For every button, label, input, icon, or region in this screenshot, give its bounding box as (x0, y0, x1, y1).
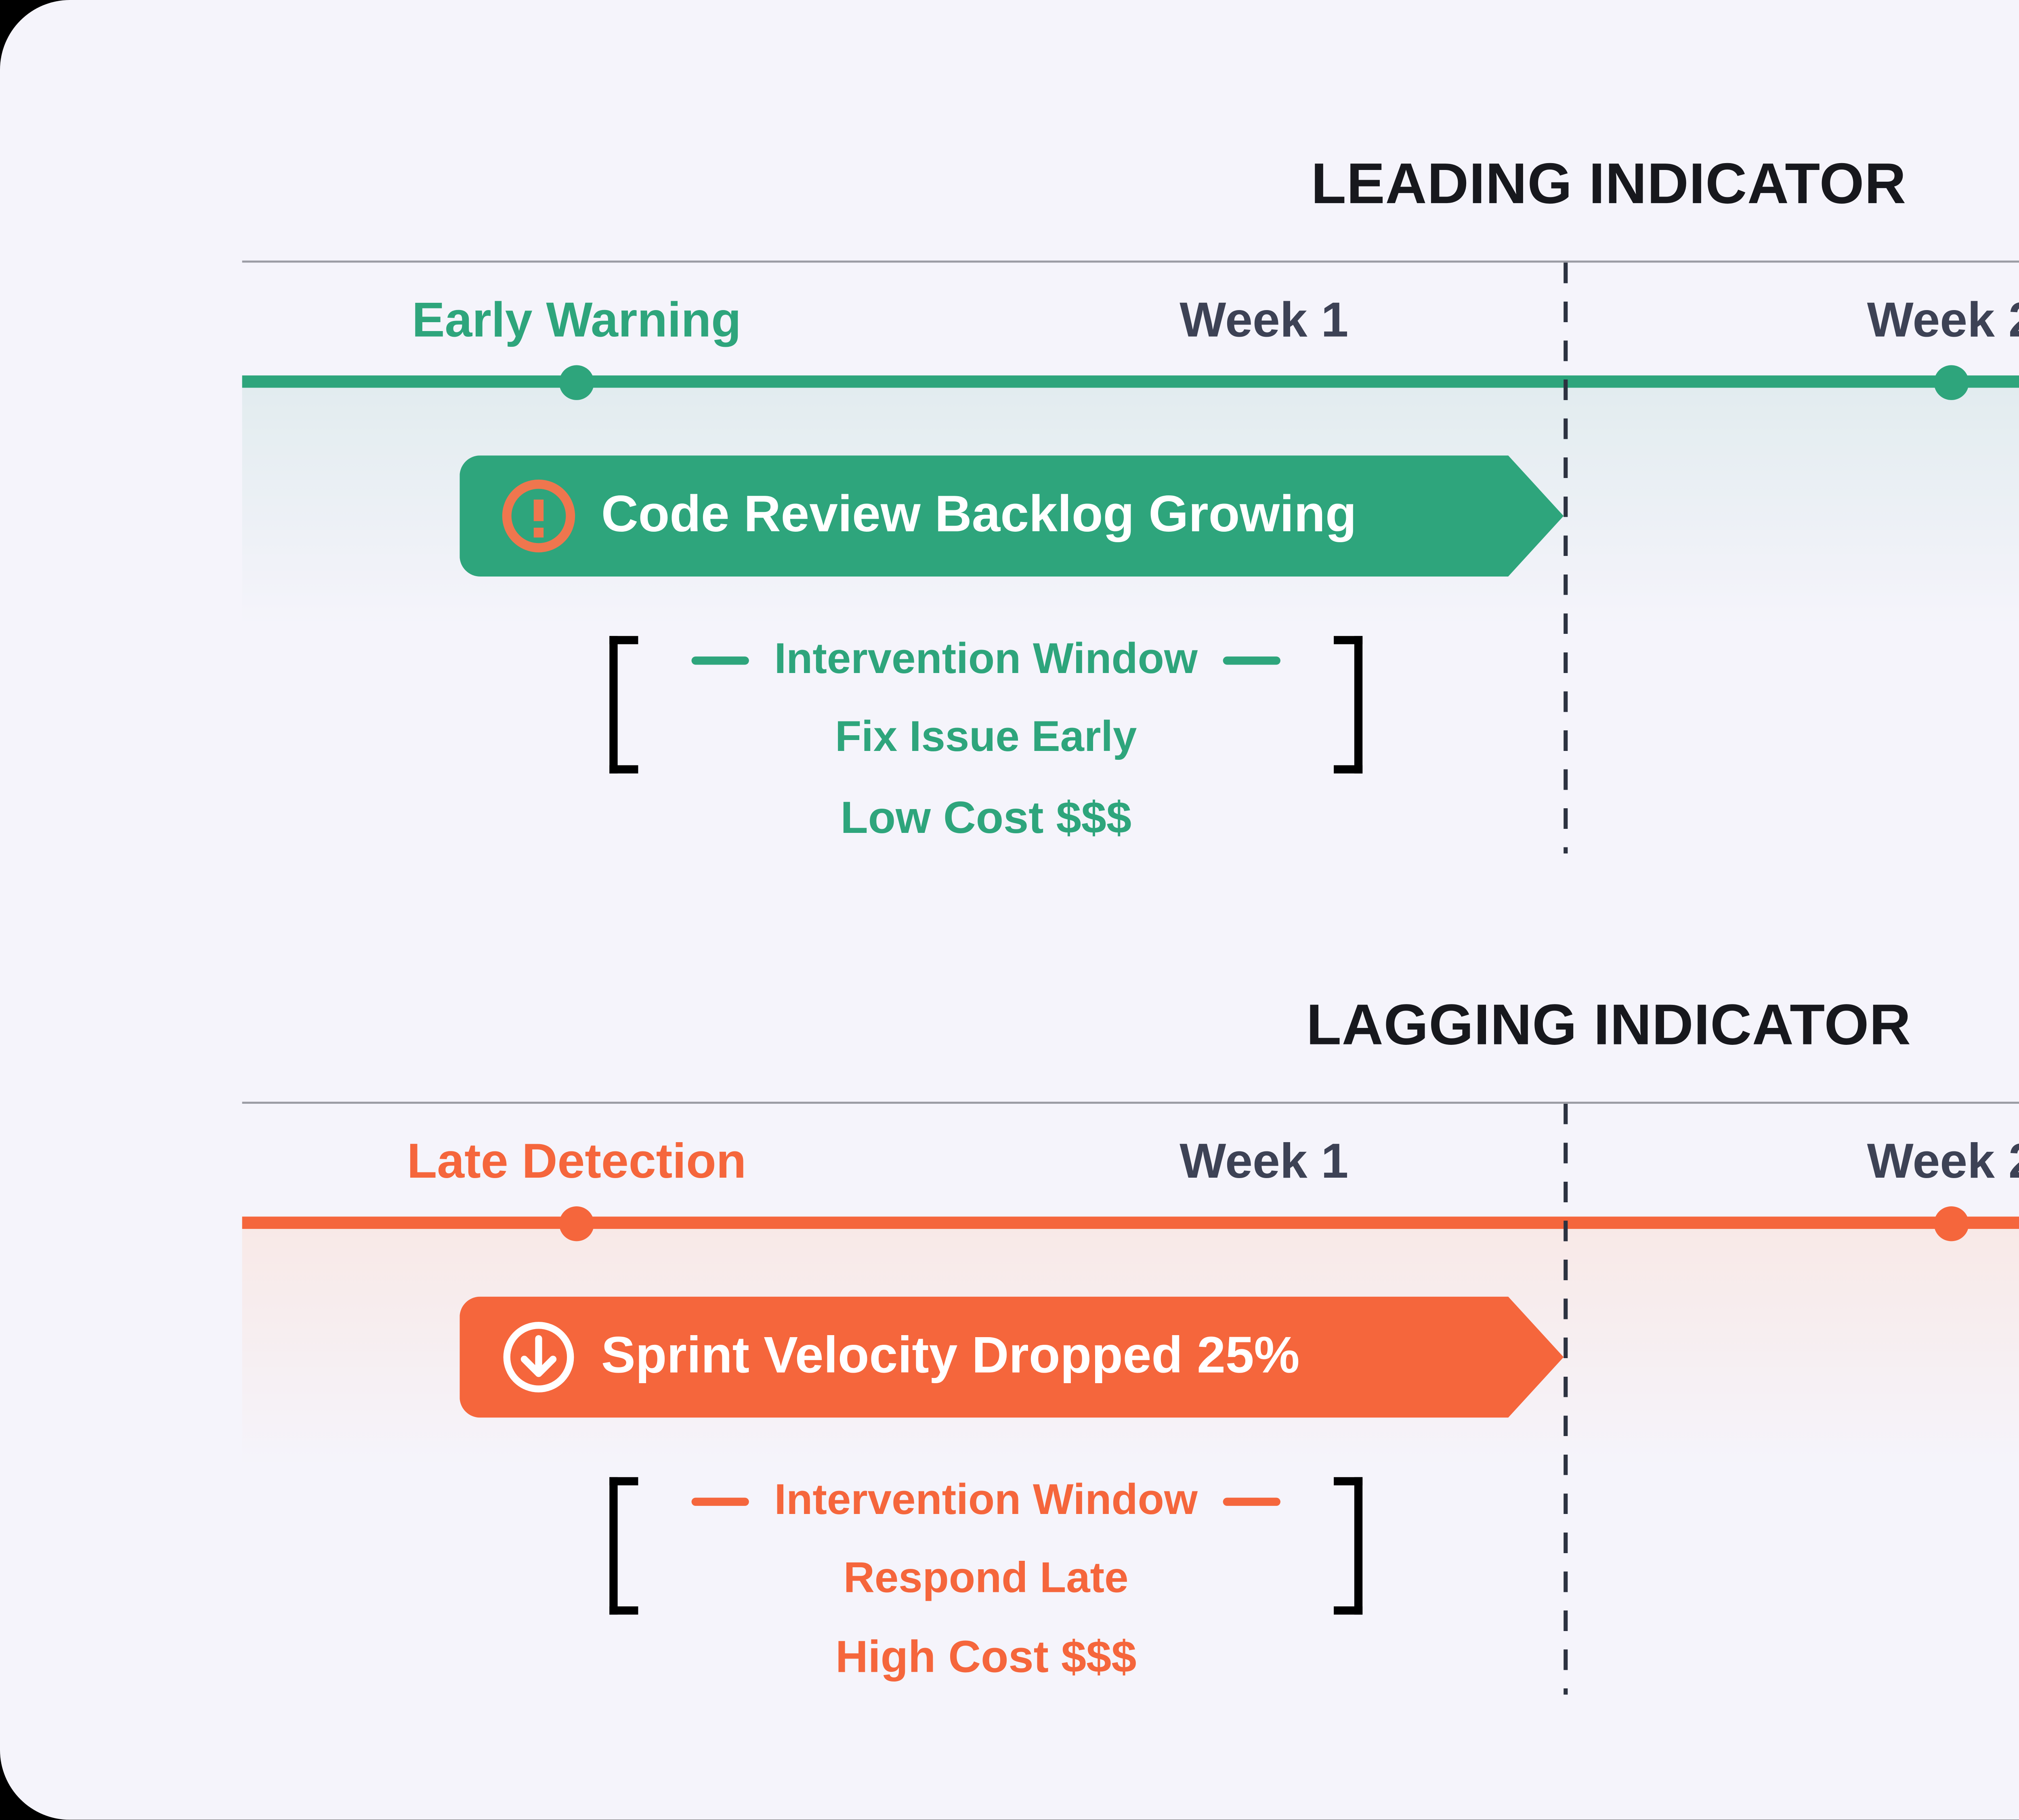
lagging-bracket-action: Respond Late (843, 1555, 1129, 1602)
lagging-outcome-text: Project Delayed & Over Budget (1861, 1280, 2019, 1420)
leading-intervention-window-label: Intervention Window (774, 636, 1198, 684)
lagging-intervention-bracket (609, 1477, 1363, 1615)
bracket-right-icon (1334, 636, 1363, 774)
leading-week2-label: Week 2 (1867, 293, 2019, 349)
lagging-event-banner: Sprint Velocity Dropped 25% (460, 1297, 1564, 1418)
leading-bracket-action: Fix Issue Early (835, 714, 1137, 761)
lagging-intervention-window-row: Intervention Window (609, 1477, 1362, 1526)
dash-right-icon (1222, 657, 1280, 665)
lagging-week1-label: Week 1 (1179, 1134, 1349, 1190)
lagging-bracket-cost: High Cost $$$ (835, 1631, 1137, 1682)
alert-circle-icon (501, 478, 577, 554)
leading-outcome-line2: Slowdown (1861, 509, 2019, 579)
leading-intervention-window-row: Intervention Window (609, 636, 1362, 685)
lagging-intervention-window-label: Intervention Window (774, 1477, 1198, 1524)
lagging-milestone-label: Late Detection (407, 1134, 747, 1190)
lagging-outcome-line1: Project Delayed & (1861, 1280, 2019, 1350)
dash-right-icon (1222, 1498, 1280, 1505)
bracket-left-icon (609, 1477, 638, 1615)
leading-dot-week2 (1934, 365, 1969, 400)
lagging-banner-label: Sprint Velocity Dropped 25% (601, 1327, 1300, 1385)
lagging-section-divider-line (242, 1101, 2019, 1104)
leading-section-title: LEADING INDICATOR (1311, 152, 1907, 216)
leading-dot-early-warning (559, 365, 594, 400)
leading-banner-label: Code Review Backlog Growing (601, 486, 1357, 544)
dash-left-icon (692, 1498, 750, 1505)
leading-bracket-cost: Low Cost $$$ (840, 792, 1132, 843)
lagging-timeline-bar (242, 1216, 2019, 1229)
bracket-left-icon (609, 636, 638, 774)
lagging-week2-label: Week 2 (1867, 1134, 2019, 1190)
leading-outcome-text: Prevented Major Slowdown (1861, 439, 2019, 579)
leading-dashed-divider (1564, 262, 1568, 853)
leading-section-divider-line (242, 260, 2019, 263)
leading-milestone-label: Early Warning (412, 293, 741, 349)
leading-event-banner: Code Review Backlog Growing (460, 455, 1564, 577)
lagging-dot-week2 (1934, 1206, 1969, 1241)
arrow-down-circle-icon (501, 1319, 577, 1395)
lagging-section-title: LAGGING INDICATOR (1306, 993, 1912, 1057)
lagging-dot-late-detection (559, 1206, 594, 1241)
dash-left-icon (692, 657, 750, 665)
leading-week1-label: Week 1 (1179, 293, 1349, 349)
lagging-dashed-divider (1564, 1103, 1568, 1695)
leading-intervention-bracket (609, 636, 1363, 774)
bracket-right-icon (1334, 1477, 1363, 1615)
leading-timeline-bar (242, 375, 2019, 388)
lagging-outcome-line2: Over Budget (1861, 1350, 2019, 1420)
leading-outcome-line1: Prevented Major (1861, 439, 2019, 509)
